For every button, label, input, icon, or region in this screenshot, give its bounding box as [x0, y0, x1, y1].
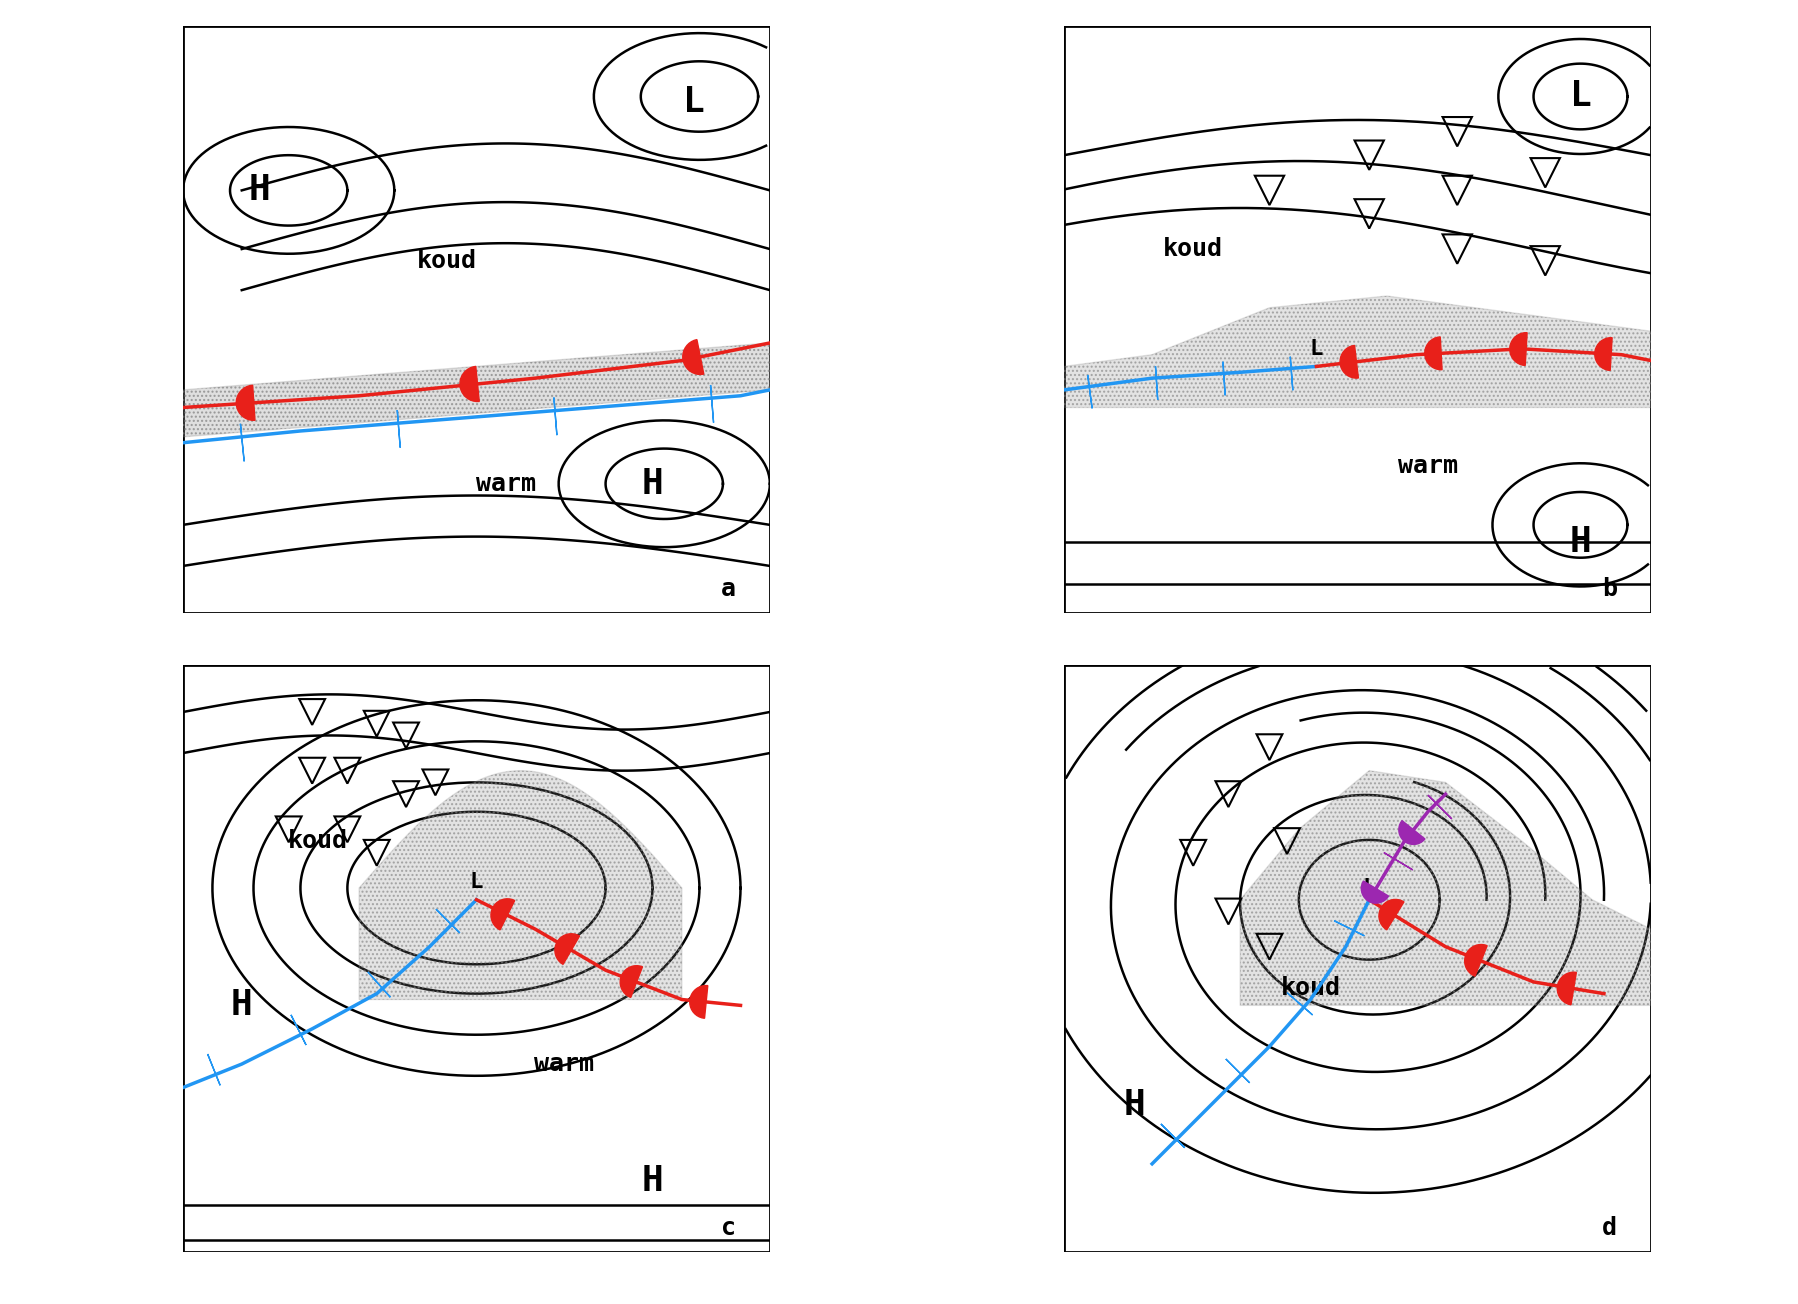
Polygon shape: [1226, 1059, 1250, 1082]
Polygon shape: [1361, 882, 1388, 904]
Polygon shape: [397, 409, 401, 447]
Text: d: d: [1602, 1217, 1618, 1240]
Text: H: H: [1124, 1088, 1145, 1123]
Polygon shape: [460, 366, 480, 402]
Polygon shape: [360, 771, 681, 999]
Polygon shape: [1064, 296, 1651, 407]
Polygon shape: [1557, 973, 1577, 1005]
Polygon shape: [1424, 336, 1442, 370]
Text: L: L: [683, 85, 705, 120]
Text: L: L: [469, 872, 484, 892]
Polygon shape: [1241, 771, 1651, 1005]
Text: koud: koud: [288, 829, 349, 853]
Polygon shape: [183, 343, 770, 437]
Polygon shape: [1379, 900, 1404, 930]
Text: warm: warm: [1397, 454, 1458, 479]
Polygon shape: [1399, 820, 1426, 845]
Polygon shape: [491, 898, 514, 930]
Polygon shape: [207, 1054, 219, 1085]
Polygon shape: [1595, 338, 1613, 370]
Polygon shape: [1156, 366, 1158, 400]
Polygon shape: [1162, 1124, 1185, 1148]
Polygon shape: [1287, 992, 1313, 1015]
Text: warm: warm: [476, 472, 536, 496]
Polygon shape: [369, 971, 390, 998]
Polygon shape: [1428, 795, 1451, 819]
Text: H: H: [1570, 526, 1591, 559]
Polygon shape: [556, 934, 579, 965]
Polygon shape: [683, 339, 703, 374]
Text: a: a: [721, 578, 737, 601]
Text: koud: koud: [417, 249, 476, 273]
Polygon shape: [241, 424, 245, 462]
Polygon shape: [554, 398, 557, 436]
Polygon shape: [1291, 357, 1293, 390]
Polygon shape: [1384, 853, 1413, 870]
Text: koud: koud: [1280, 975, 1341, 1000]
Polygon shape: [1465, 944, 1487, 977]
Polygon shape: [690, 986, 708, 1018]
Text: H: H: [642, 1164, 663, 1198]
Polygon shape: [1088, 376, 1091, 408]
Polygon shape: [1334, 921, 1365, 936]
Polygon shape: [291, 1015, 306, 1045]
Text: c: c: [721, 1217, 737, 1240]
Text: L: L: [1309, 339, 1323, 359]
Polygon shape: [236, 385, 255, 420]
Text: H: H: [642, 467, 663, 501]
Text: H: H: [248, 173, 270, 207]
Polygon shape: [1340, 346, 1357, 378]
Polygon shape: [435, 909, 460, 932]
Text: b: b: [1602, 578, 1618, 601]
Polygon shape: [710, 385, 714, 422]
Polygon shape: [1510, 333, 1527, 365]
Text: warm: warm: [534, 1052, 595, 1076]
Polygon shape: [1223, 361, 1224, 395]
Text: koud: koud: [1163, 237, 1223, 261]
Text: L: L: [1570, 80, 1591, 113]
Text: L: L: [1363, 878, 1375, 898]
Polygon shape: [620, 966, 642, 998]
Text: H: H: [230, 988, 254, 1022]
